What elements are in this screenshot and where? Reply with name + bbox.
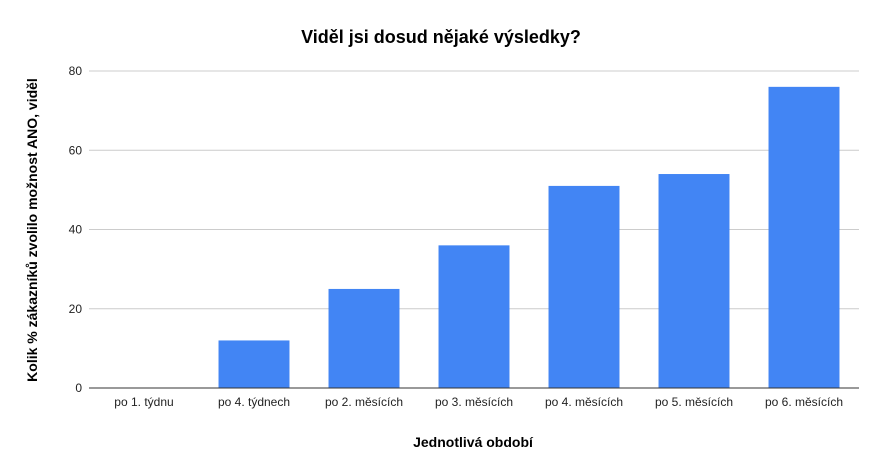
x-tick-label: po 6. měsících — [765, 395, 843, 409]
bar — [328, 288, 400, 388]
bar — [658, 174, 730, 388]
y-tick-label: 20 — [69, 302, 83, 316]
chart-title: Viděl jsi dosud nějaké výsledky? — [301, 27, 581, 47]
bars — [218, 86, 840, 388]
x-tick-label: po 3. měsících — [435, 395, 513, 409]
y-axis-ticks: 0 20 40 60 80 — [69, 64, 83, 395]
x-tick-label: po 1. týdnu — [114, 395, 173, 409]
y-axis-title: Kolik % zákazníků zvolilo možnost ANO, v… — [24, 78, 40, 382]
y-tick-label: 40 — [69, 223, 83, 237]
x-tick-label: po 4. týdnech — [218, 395, 290, 409]
bar — [438, 245, 510, 388]
bar — [218, 340, 290, 388]
y-tick-label: 0 — [75, 381, 82, 395]
x-tick-label: po 4. měsících — [545, 395, 623, 409]
y-tick-label: 80 — [69, 64, 83, 78]
x-axis-ticks: po 1. týdnu po 4. týdnech po 2. měsících po… — [114, 395, 843, 409]
x-tick-label: po 2. měsících — [325, 395, 403, 409]
x-tick-label: po 5. měsících — [655, 395, 733, 409]
x-axis-title: Jednotlivá období — [413, 434, 534, 450]
bar — [548, 185, 620, 388]
y-tick-label: 60 — [69, 143, 83, 157]
bar — [768, 86, 840, 388]
